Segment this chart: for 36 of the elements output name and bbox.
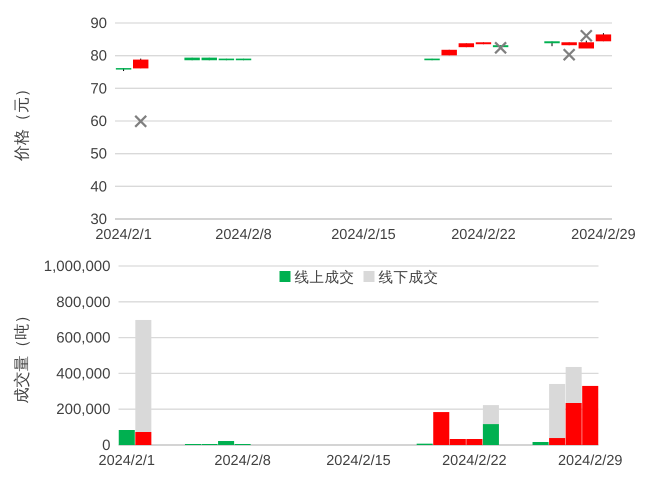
- legend-label: 线下成交: [378, 269, 438, 286]
- y-tick-label: 200,000: [56, 401, 110, 418]
- y-axis-title: 成交量（吨）: [13, 308, 31, 404]
- point: [134, 114, 148, 128]
- bar: [482, 424, 499, 445]
- legend-label: 线上成交: [294, 269, 354, 286]
- y-tick-label: 50: [90, 146, 107, 163]
- point: [562, 48, 576, 62]
- bar: [135, 432, 152, 445]
- bar: [532, 442, 549, 445]
- y-axis-title: 价格（元）: [14, 81, 31, 162]
- x-tick-label: 2024/2/22: [451, 227, 516, 243]
- x-tick-label: 2024/2/15: [331, 227, 396, 243]
- y-tick-label: 1,000,000: [44, 258, 110, 275]
- y-tick-label: 600,000: [56, 330, 110, 347]
- y-tick-label: 70: [90, 80, 107, 98]
- x-tick-label: 2024/2/15: [326, 453, 391, 469]
- x-tick-label: 2024/2/8: [214, 453, 271, 469]
- y-tick-label: 400,000: [56, 365, 110, 382]
- x-tick-label: 2024/2/1: [95, 227, 152, 243]
- point: [580, 29, 593, 42]
- y-tick-label: 90: [90, 15, 107, 32]
- y-tick-label: 30: [90, 211, 107, 228]
- y-tick-label: 80: [90, 48, 107, 65]
- y-tick-label: 800,000: [56, 294, 110, 311]
- x-tick-label: 2024/2/29: [571, 227, 636, 243]
- bar: [118, 430, 135, 445]
- y-tick-label: 0: [102, 437, 110, 454]
- y-tick-label: 60: [90, 113, 107, 130]
- point: [494, 41, 508, 54]
- y-tick-label: 40: [90, 178, 107, 196]
- x-tick-label: 2024/2/8: [215, 227, 272, 243]
- x-tick-label: 2024/2/1: [98, 453, 155, 469]
- candlestick: [132, 58, 148, 69]
- x-tick-label: 2024/2/22: [442, 453, 507, 469]
- x-tick-label: 2024/2/29: [558, 453, 622, 469]
